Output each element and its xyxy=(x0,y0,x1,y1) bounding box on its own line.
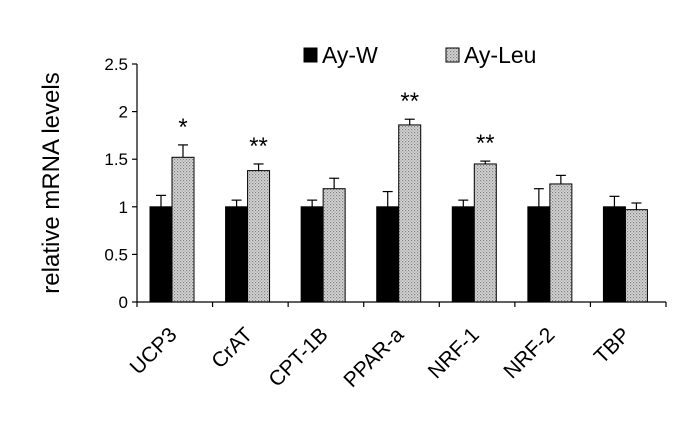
bar-ay-leu xyxy=(171,156,195,303)
x-tick-label: CrAT xyxy=(207,323,257,373)
legend-label-ay-leu: Ay-Leu xyxy=(464,42,536,68)
bar-ay-w xyxy=(451,206,475,303)
y-tick-label: 2.5 xyxy=(104,55,128,74)
y-tick-label: 0 xyxy=(119,293,128,312)
bar-ay-w xyxy=(527,206,551,303)
bar-ay-leu xyxy=(247,170,271,303)
bar-ay-w xyxy=(602,206,626,303)
x-axis: UCP3 CrAT CPT-1B PPAR-a NRF-1 NRF-2 TBP xyxy=(126,301,667,392)
error-bars xyxy=(156,118,642,210)
significance-marker: ** xyxy=(476,130,495,157)
y-axis: 0 0.5 1 1.5 2 2.5 xyxy=(104,55,138,312)
y-tick-label: 0.5 xyxy=(104,245,128,264)
bar-ay-w xyxy=(225,206,249,303)
significance-marker: ** xyxy=(249,133,268,160)
bar-ay-leu xyxy=(398,124,422,303)
significance-marker: * xyxy=(178,114,187,141)
x-tick-label: PPAR-a xyxy=(339,323,408,392)
x-tick-label: CPT-1B xyxy=(264,323,332,391)
y-tick-label: 1.5 xyxy=(104,150,128,169)
x-tick-label: TBP xyxy=(590,323,635,368)
legend-label-ay-w: Ay-W xyxy=(322,42,378,68)
x-tick-label: NRF-2 xyxy=(499,323,559,383)
x-tick-label: UCP3 xyxy=(126,323,182,379)
significance-marker: ** xyxy=(400,88,419,115)
y-tick-label: 1 xyxy=(119,198,128,217)
bar-ay-leu xyxy=(322,188,346,303)
bar-ay-leu xyxy=(624,209,648,303)
significance-markers: ******* xyxy=(178,88,494,160)
legend: Ay-W Ay-Leu xyxy=(303,42,536,68)
bar-ay-leu xyxy=(473,163,497,303)
bar-ay-w xyxy=(300,206,324,303)
bar-ay-w xyxy=(149,206,173,303)
legend-swatch-ay-leu xyxy=(445,47,460,63)
y-tick-label: 2 xyxy=(119,103,128,122)
bars xyxy=(149,124,648,303)
y-axis-label: relative mRNA levels xyxy=(38,72,65,293)
legend-swatch-ay-w xyxy=(303,47,318,63)
x-tick-label: NRF-1 xyxy=(424,323,484,383)
bar-ay-leu xyxy=(549,183,573,303)
bar-ay-w xyxy=(376,206,400,303)
